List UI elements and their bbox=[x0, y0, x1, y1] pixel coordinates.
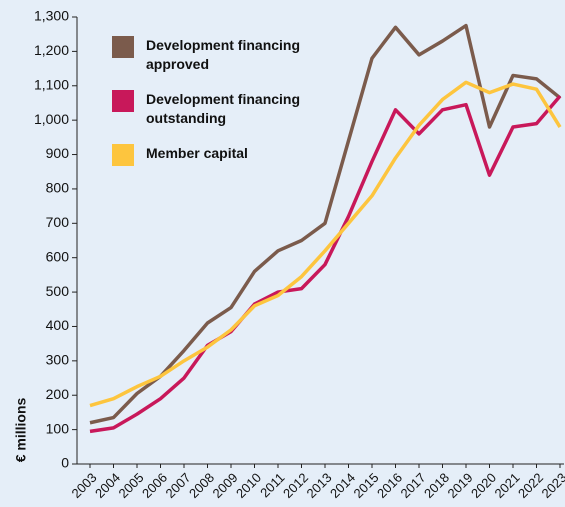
y-tick-label: 200 bbox=[46, 386, 70, 402]
legend-swatch bbox=[112, 36, 134, 58]
x-tick-label: 2010 bbox=[233, 470, 264, 501]
x-tick-label: 2019 bbox=[444, 470, 475, 501]
y-tick-label: 100 bbox=[46, 420, 70, 436]
legend-item: Member capital bbox=[112, 144, 312, 166]
x-tick-label: 2007 bbox=[162, 470, 193, 501]
y-tick-label: 300 bbox=[46, 352, 70, 368]
x-tick-label: 2017 bbox=[397, 470, 428, 501]
x-tick-label: 2004 bbox=[92, 470, 123, 501]
x-tick-label: 2016 bbox=[374, 470, 405, 501]
y-tick-label: 1,000 bbox=[34, 111, 69, 127]
x-tick-label: 2009 bbox=[209, 470, 240, 501]
x-tick-label: 2005 bbox=[115, 470, 146, 501]
y-tick-label: 1,200 bbox=[34, 42, 69, 58]
y-tick-label: 1,300 bbox=[34, 8, 69, 24]
x-tick-label: 2014 bbox=[327, 470, 358, 501]
series-line bbox=[89, 23, 562, 425]
legend-label: Development financing outstanding bbox=[146, 91, 301, 126]
y-tick-label: 1,100 bbox=[34, 76, 69, 92]
x-tick-label: 2003 bbox=[68, 470, 99, 501]
x-tick-label: 2023 bbox=[538, 470, 565, 501]
y-tick-label: 600 bbox=[46, 248, 70, 264]
x-tick-label: 2012 bbox=[280, 470, 311, 501]
legend-item: Development financing outstanding bbox=[112, 90, 312, 128]
y-tick-label: 700 bbox=[46, 214, 70, 230]
y-tick-label: 900 bbox=[46, 145, 70, 161]
legend-swatch bbox=[112, 144, 134, 166]
y-tick-label: 500 bbox=[46, 283, 70, 299]
y-tick-label: 0 bbox=[61, 455, 69, 471]
legend-swatch bbox=[112, 90, 134, 112]
x-tick-label: 2013 bbox=[303, 470, 334, 501]
x-tick-label: 2022 bbox=[515, 470, 546, 501]
legend-label: Development financing approved bbox=[146, 37, 301, 72]
legend-label: Member capital bbox=[146, 145, 248, 161]
x-tick-label: 2011 bbox=[257, 470, 287, 500]
y-axis-label: € millions bbox=[13, 398, 29, 463]
legend-item: Development financing approved bbox=[112, 36, 312, 74]
x-tick-label: 2015 bbox=[350, 470, 381, 501]
series-line bbox=[89, 94, 562, 434]
x-tick-label: 2018 bbox=[421, 470, 452, 501]
x-tick-label: 2021 bbox=[491, 470, 522, 501]
y-tick-label: 400 bbox=[46, 317, 70, 333]
y-tick-label: 800 bbox=[46, 180, 70, 196]
x-tick-label: 2008 bbox=[186, 470, 217, 501]
legend: Development financing approved Developmen… bbox=[112, 36, 312, 182]
x-tick-label: 2020 bbox=[468, 470, 499, 501]
x-tick-label: 2006 bbox=[139, 470, 170, 501]
series-line bbox=[89, 80, 562, 408]
